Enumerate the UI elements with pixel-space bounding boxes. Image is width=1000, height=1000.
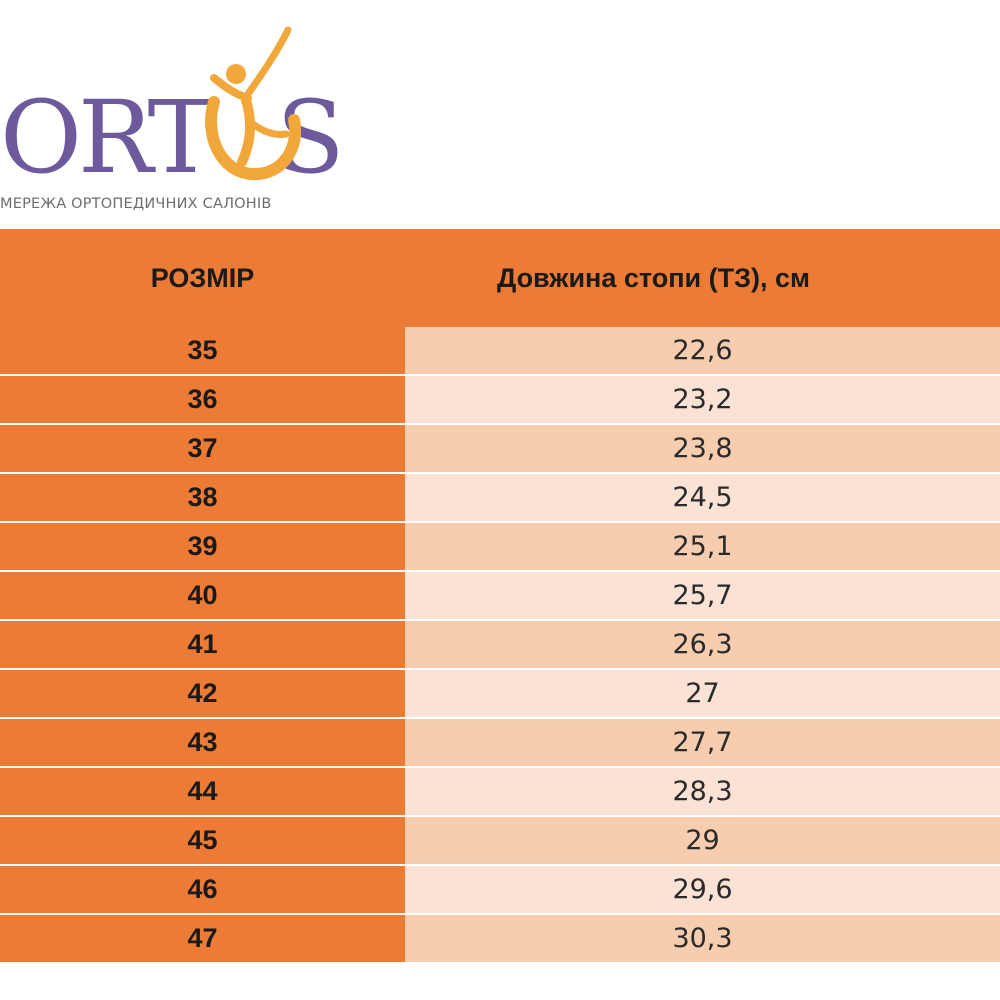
table-row: 45 29 [0, 816, 1000, 866]
logo-figure-icon [205, 26, 302, 181]
table-row: 42 27 [0, 669, 1000, 719]
size-cell: 38 [0, 473, 405, 523]
header-foot-length: Довжина стопи (ТЗ), см [405, 229, 1000, 327]
header-size: РОЗМІР [0, 229, 405, 327]
table-row: 39 25,1 [0, 522, 1000, 572]
ortos-logo: ORT​S МЕРЕЖА ОРТОПЕДИЧНИХ САЛОНІВ [0, 0, 400, 230]
length-cell: 29,6 [405, 865, 1000, 915]
size-cell: 47 [0, 914, 405, 964]
table-row: 43 27,7 [0, 718, 1000, 768]
table-row: 36 23,2 [0, 375, 1000, 425]
logo-wordmark: ORT​S [0, 79, 345, 196]
size-cell: 39 [0, 522, 405, 572]
table-row: 35 22,6 [0, 327, 1000, 376]
table-row: 47 30,3 [0, 914, 1000, 964]
size-cell: 37 [0, 424, 405, 474]
size-cell: 45 [0, 816, 405, 866]
length-cell: 27,7 [405, 718, 1000, 768]
length-cell: 22,6 [405, 327, 1000, 376]
length-cell: 27 [405, 669, 1000, 719]
table-row: 38 24,5 [0, 473, 1000, 523]
table-row: 40 25,7 [0, 571, 1000, 621]
length-cell: 23,8 [405, 424, 1000, 474]
length-cell: 28,3 [405, 767, 1000, 817]
length-cell: 26,3 [405, 620, 1000, 670]
size-cell: 35 [0, 327, 405, 376]
size-cell: 46 [0, 865, 405, 915]
size-cell: 42 [0, 669, 405, 719]
length-cell: 24,5 [405, 473, 1000, 523]
length-cell: 30,3 [405, 914, 1000, 964]
table-row: 46 29,6 [0, 865, 1000, 915]
length-cell: 25,1 [405, 522, 1000, 572]
size-cell: 44 [0, 767, 405, 817]
table-row: 44 28,3 [0, 767, 1000, 817]
size-cell: 43 [0, 718, 405, 768]
table-row: 41 26,3 [0, 620, 1000, 670]
size-cell: 36 [0, 375, 405, 425]
length-cell: 25,7 [405, 571, 1000, 621]
table-row: 37 23,8 [0, 424, 1000, 474]
table-header-row: РОЗМІР Довжина стопи (ТЗ), см [0, 229, 1000, 327]
size-cell: 41 [0, 620, 405, 670]
size-cell: 40 [0, 571, 405, 621]
logo-tagline: МЕРЕЖА ОРТОПЕДИЧНИХ САЛОНІВ [0, 196, 272, 212]
length-cell: 29 [405, 816, 1000, 866]
length-cell: 23,2 [405, 375, 1000, 425]
shoe-size-table: РОЗМІР Довжина стопи (ТЗ), см 35 22,6 36… [0, 229, 1000, 964]
